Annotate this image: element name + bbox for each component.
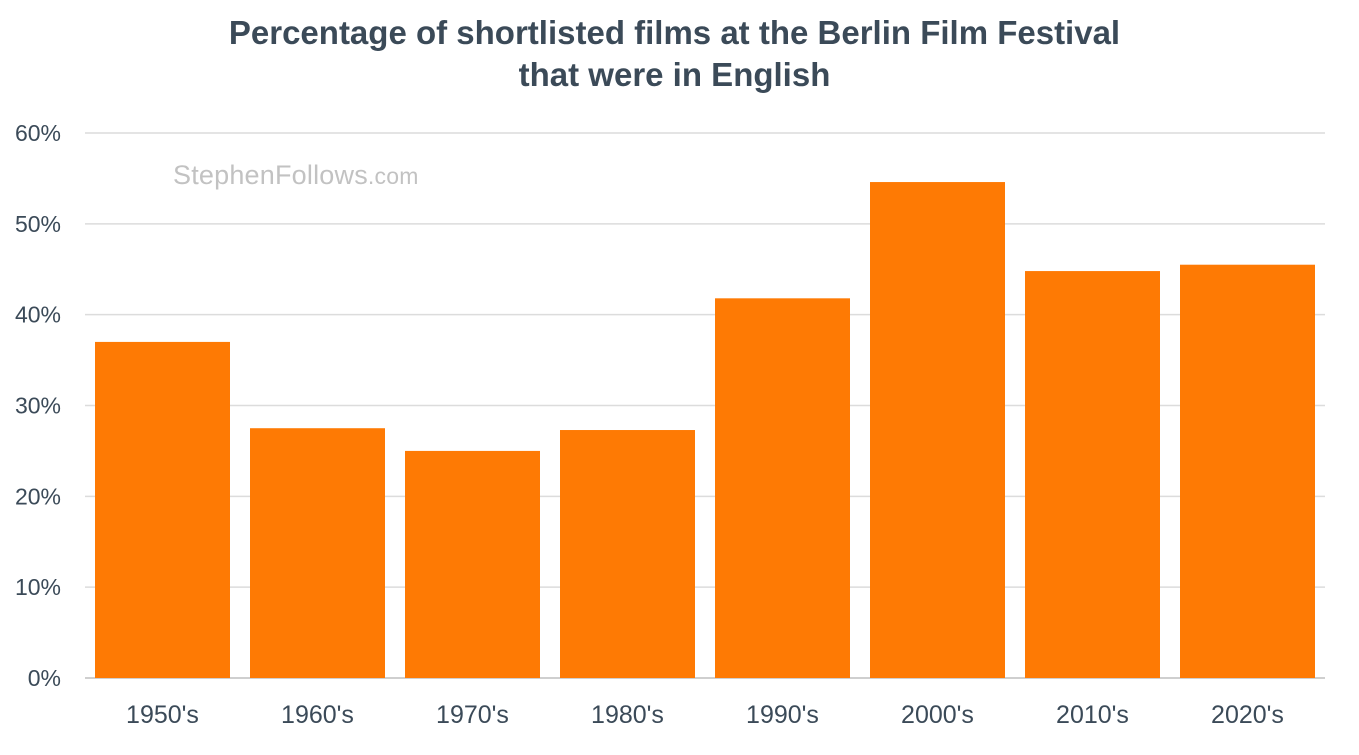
bar (1180, 264, 1315, 678)
x-tick-label: 1990's (746, 701, 819, 729)
y-tick-label: 50% (15, 211, 61, 237)
x-tick-label: 1950's (126, 701, 199, 729)
x-tick-label: 1960's (281, 701, 354, 729)
x-tick-label: 1970's (436, 701, 509, 729)
bar (715, 298, 850, 678)
y-axis-ticks: 0% 10% 20% 30% 40% 50% 60% (15, 120, 61, 691)
y-tick-label: 40% (15, 302, 61, 328)
y-tick-label: 30% (15, 393, 61, 419)
chart-title-line-2: that were in English (518, 56, 831, 93)
y-tick-label: 10% (15, 574, 61, 600)
watermark-main: StephenFollows (173, 160, 368, 190)
bar (560, 430, 695, 678)
bar (405, 450, 540, 678)
bar (1025, 271, 1160, 678)
chart-title-line-1: Percentage of shortlisted films at the B… (228, 14, 1121, 51)
bar (250, 428, 385, 678)
bar (95, 341, 230, 678)
y-tick-label: 60% (15, 120, 61, 146)
bars (95, 182, 1315, 679)
x-axis-ticks: 1950's 1960's 1970's 1980's 1990's 2000's 2010… (126, 701, 1284, 729)
bar (870, 182, 1005, 679)
watermark: StephenFollows.com (173, 160, 419, 191)
x-tick-label: 2000's (901, 701, 974, 729)
x-tick-label: 2020's (1211, 701, 1284, 729)
x-tick-label: 2010's (1056, 701, 1129, 729)
x-tick-label: 1980's (591, 701, 664, 729)
chart-title: Percentage of shortlisted films at the B… (0, 12, 1349, 96)
y-tick-label: 0% (28, 665, 61, 691)
y-tick-label: 20% (15, 483, 61, 509)
watermark-suffix: .com (367, 163, 419, 189)
